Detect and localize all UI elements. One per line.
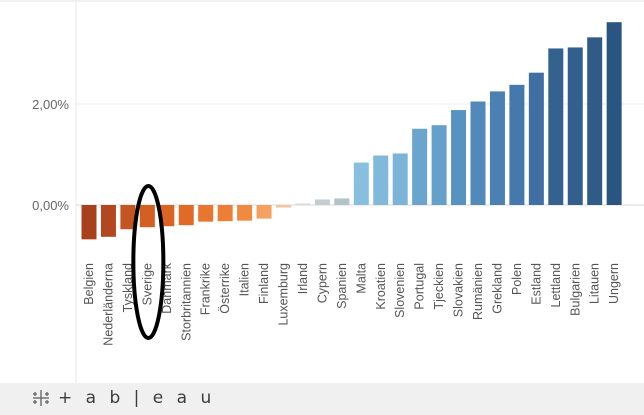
bar[interactable] xyxy=(159,205,175,227)
x-tick-label: Luxemburg xyxy=(277,263,291,326)
bar[interactable] xyxy=(217,205,233,222)
bar[interactable] xyxy=(528,72,544,205)
bar[interactable] xyxy=(412,128,428,205)
footer-bar: + a b | e a u xyxy=(0,383,644,415)
x-tick-label: Polen xyxy=(510,263,524,295)
x-tick-label: Bulgarien xyxy=(568,263,582,316)
bar[interactable] xyxy=(276,205,291,208)
highlight-ellipse xyxy=(131,184,166,340)
x-tick-label: Lettland xyxy=(549,263,563,308)
x-tick-label: Tjeckien xyxy=(432,263,446,310)
bar[interactable] xyxy=(373,155,389,205)
x-tick-label: Sverige xyxy=(140,263,154,305)
x-tick-label: Slovenien xyxy=(393,263,407,318)
x-tick-label: Nederländerna xyxy=(101,263,115,346)
x-tick-label: Malta xyxy=(354,263,368,294)
x-tick-label: Finland xyxy=(257,263,271,304)
bar[interactable] xyxy=(548,48,564,206)
y-tick-label: 0,00% xyxy=(32,198,69,213)
x-tick-label: Irland xyxy=(296,263,310,294)
bar[interactable] xyxy=(470,101,486,205)
x-tick-label: Belgien xyxy=(82,263,96,305)
bar[interactable] xyxy=(139,205,155,228)
bar[interactable] xyxy=(237,205,253,221)
bar[interactable] xyxy=(567,47,583,205)
bar[interactable] xyxy=(314,199,330,205)
tableau-logo-icon xyxy=(33,390,49,406)
bar[interactable] xyxy=(334,198,350,205)
bar[interactable] xyxy=(509,84,525,205)
x-tick-label: Kroatien xyxy=(374,263,388,310)
bar[interactable] xyxy=(451,110,467,205)
x-tick-label: Tyskland xyxy=(121,263,135,312)
bar[interactable] xyxy=(295,203,311,205)
x-tick-label: Slovakien xyxy=(452,263,466,317)
bar[interactable] xyxy=(353,162,369,205)
bar[interactable] xyxy=(587,37,603,206)
tableau-brand[interactable]: + a b | e a u xyxy=(30,387,215,409)
bar[interactable] xyxy=(392,153,408,205)
bar[interactable] xyxy=(120,205,136,230)
x-tick-label: Ungern xyxy=(607,263,621,304)
y-tick-label: 2,00% xyxy=(32,97,69,112)
bar[interactable] xyxy=(256,205,272,219)
tableau-wordmark: + a b | e a u xyxy=(58,388,216,408)
x-tick-label: Storbritannien xyxy=(179,263,193,341)
bar[interactable] xyxy=(198,205,214,222)
x-tick-label: Cypern xyxy=(315,263,329,303)
bar[interactable] xyxy=(489,91,505,205)
bar[interactable] xyxy=(100,205,116,237)
x-tick-label: Italien xyxy=(238,263,252,296)
bar-chart: 0,00% 2,00% Belgien Nederländerna Tyskland S… xyxy=(0,0,644,383)
x-tick-label: Portugal xyxy=(413,263,427,310)
x-tick-label: Frankrike xyxy=(199,263,213,315)
x-tick-label: Österrike xyxy=(218,263,232,314)
x-tick-label: Estland xyxy=(529,263,543,305)
x-tick-label: Spanien xyxy=(335,263,349,309)
x-tick-label: Litauen xyxy=(588,263,602,304)
x-tick-label: Grekland xyxy=(490,263,504,314)
bar[interactable] xyxy=(178,205,194,226)
bar[interactable] xyxy=(606,22,622,205)
bar[interactable] xyxy=(431,125,447,205)
bar[interactable] xyxy=(81,205,97,240)
x-tick-label: Rumänien xyxy=(471,263,485,320)
